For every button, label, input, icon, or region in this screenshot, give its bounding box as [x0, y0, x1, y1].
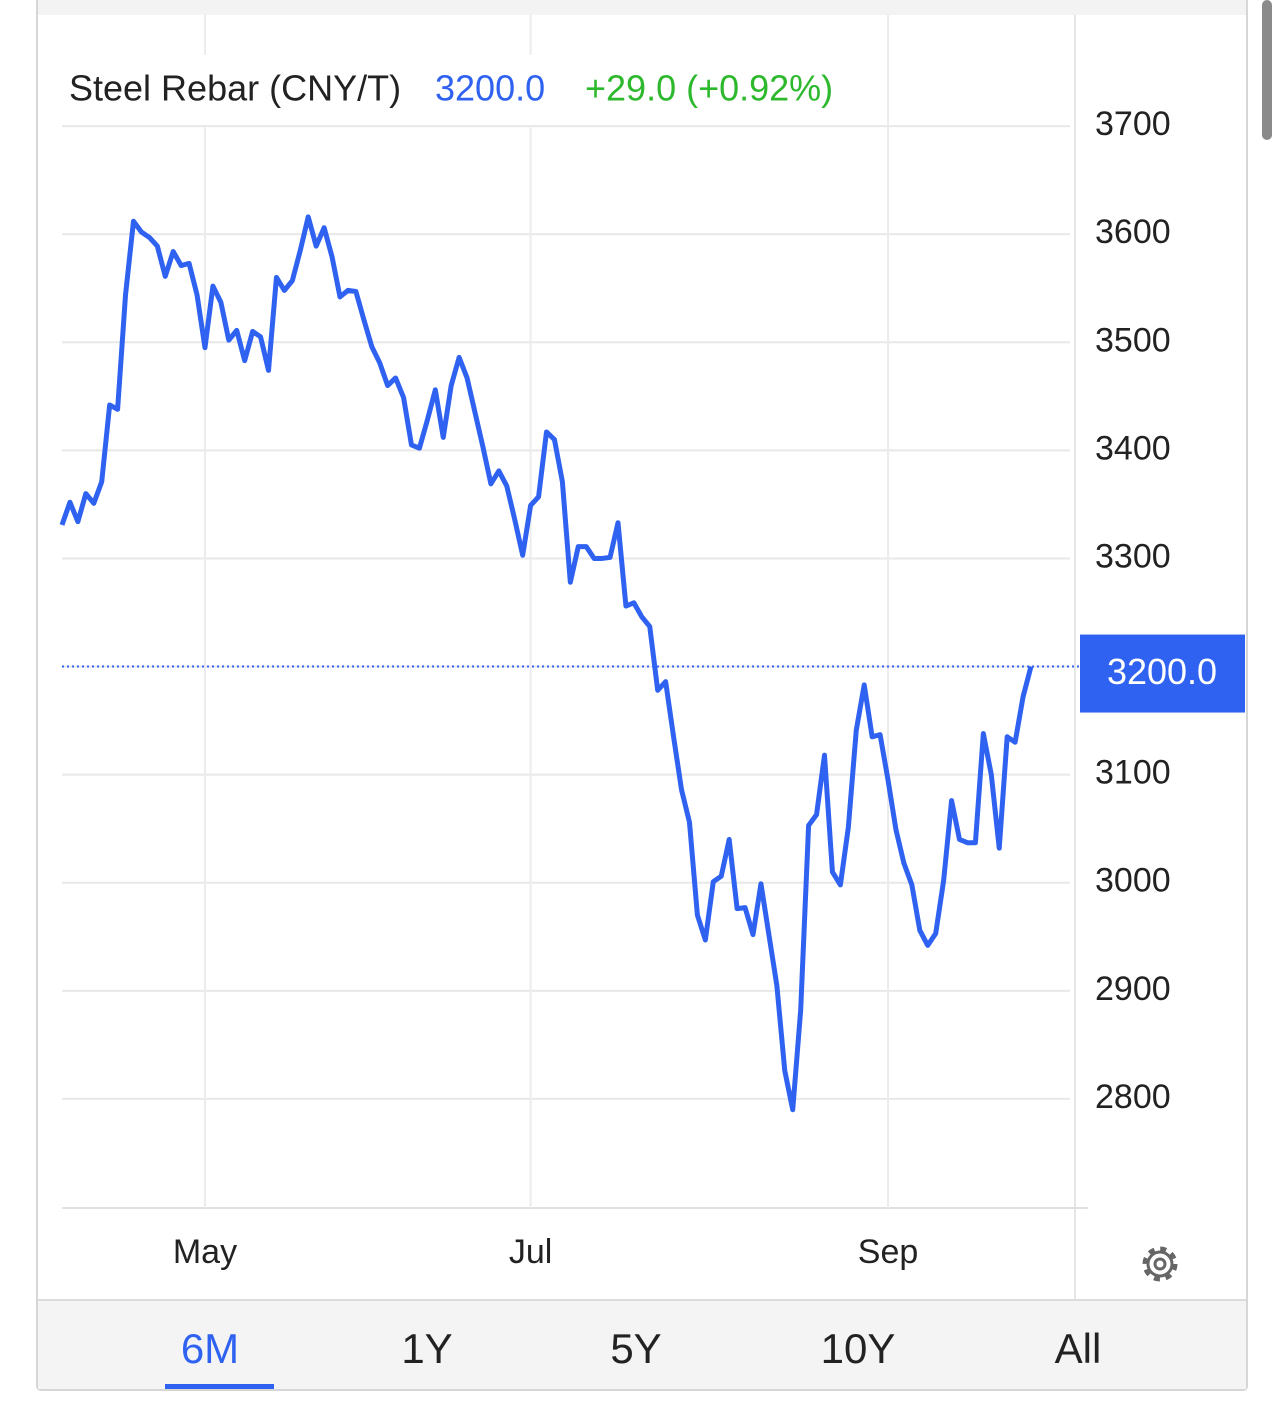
last-price-box [1080, 634, 1245, 713]
y-tick-label: 3100 [1095, 754, 1171, 792]
range-tab[interactable]: 1Y [401, 1325, 452, 1372]
active-tab-underline [165, 1384, 274, 1389]
y-tick-label: 3700 [1095, 105, 1171, 143]
gear-ring [1146, 1250, 1174, 1278]
price-change: +29.0 (+0.92%) [585, 68, 833, 109]
last-price-label: 3200.0 [1107, 651, 1217, 692]
x-tick-label: Jul [509, 1233, 552, 1271]
card [36, 0, 1248, 1391]
chart-title: Steel Rebar (CNY/T) [69, 68, 401, 109]
y-tick-label: 2800 [1095, 1078, 1171, 1116]
y-tick-label: 3000 [1095, 862, 1171, 900]
settings-icon[interactable] [1142, 1246, 1178, 1282]
grid [62, 15, 1070, 1208]
range-tab[interactable]: 6M [181, 1325, 239, 1372]
plot [59, 214, 1080, 1113]
gear-hub [1153, 1257, 1167, 1271]
range-tab[interactable]: All [1055, 1325, 1102, 1372]
price-line [59, 214, 1034, 1113]
header-bg [62, 55, 870, 125]
y-tick-label: 3600 [1095, 213, 1171, 251]
range-tab[interactable]: 10Y [821, 1325, 896, 1372]
x-tick-label: Sep [858, 1233, 919, 1271]
range-tab[interactable]: 5Y [610, 1325, 661, 1372]
y-tick-label: 2900 [1095, 970, 1171, 1008]
scrollbar [1262, 0, 1272, 140]
last-price: 3200.0 [435, 68, 545, 109]
top-strip [38, 0, 1246, 15]
gear-teeth [1142, 1246, 1178, 1282]
y-tick-label: 3500 [1095, 321, 1171, 359]
range-bar [38, 1300, 1246, 1389]
x-tick-label: May [173, 1233, 237, 1271]
y-tick-label: 3400 [1095, 429, 1171, 467]
y-tick-label: 3300 [1095, 537, 1171, 575]
range-tabs: 6M 1Y 5Y 10Y All [165, 1325, 1101, 1389]
